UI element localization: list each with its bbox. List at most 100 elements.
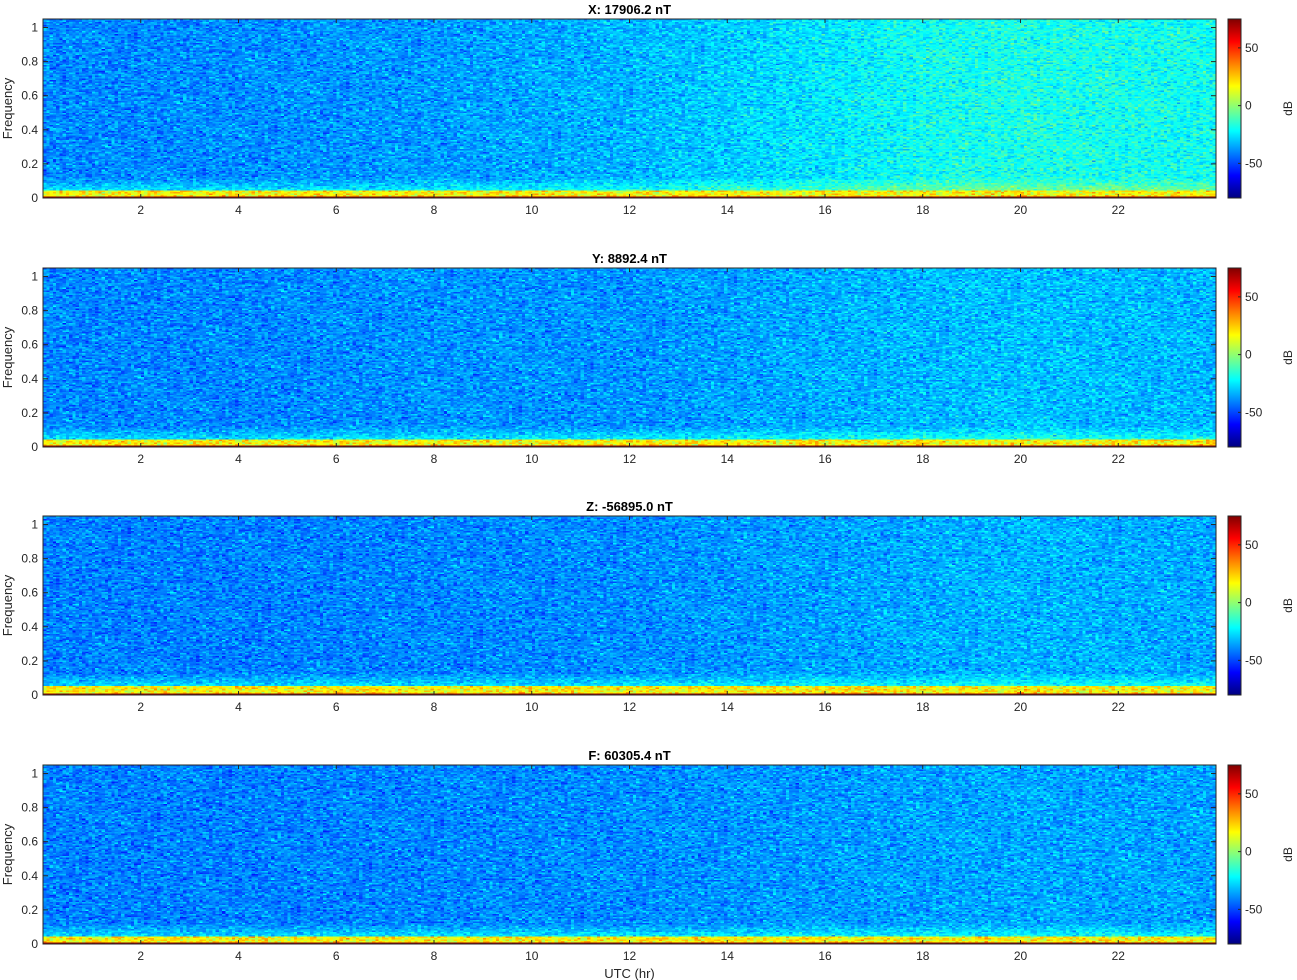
y-tick-label: 0.8 [21,55,38,69]
colorbar-label: dB [1281,350,1295,365]
y-tick-label: 0.4 [21,869,38,883]
x-tick-label: 4 [235,203,242,217]
x-tick-label: 20 [1014,949,1028,963]
x-tick-label: 18 [916,452,930,466]
x-tick-label: 20 [1014,700,1028,714]
colorbar [1227,267,1242,448]
panel-3: 2 4 6 8 10 12 14 16 18 20 22 0 0.2 0.4 0.6 0.8 1 F: 60305… [0,748,1295,980]
x-tick-label: 20 [1014,452,1028,466]
colorbar-tick-label: 50 [1245,41,1259,55]
x-tick-label: 6 [333,203,340,217]
colorbar-tick-label: -50 [1245,902,1263,916]
x-tick-label: 8 [431,700,438,714]
y-tick-label: 0.2 [21,903,38,917]
x-axis-label: UTC (hr) [604,966,655,980]
y-tick-label: 0.2 [21,157,38,171]
x-tick-label: 10 [525,452,539,466]
colorbar-tick-label: 0 [1245,348,1252,362]
y-tick-label: 0 [31,191,38,205]
x-tick-label: 12 [623,700,637,714]
colorbar-tick-label: 0 [1245,845,1252,859]
x-tick-label: 2 [137,452,144,466]
y-tick-label: 0 [31,937,38,951]
x-tick-label: 10 [525,700,539,714]
x-tick-label: 20 [1014,203,1028,217]
spectrogram-heatmap [43,19,1216,198]
x-tick-label: 12 [623,452,637,466]
x-tick-label: 18 [916,949,930,963]
panel-1: 2 4 6 8 10 12 14 16 18 20 22 0 0.2 0.4 0.6 0.8 1 Y: 8892.… [0,251,1295,466]
x-tick-label: 2 [137,949,144,963]
x-tick-label: 10 [525,949,539,963]
colorbar-tick-label: -50 [1245,653,1263,667]
y-axis-label: Frequency [0,77,15,139]
x-tick-label: 6 [333,949,340,963]
colorbar [1227,515,1242,696]
y-tick-label: 0.4 [21,372,38,386]
x-tick-label: 14 [721,700,735,714]
x-tick-label: 14 [721,452,735,466]
colorbar-tick-label: -50 [1245,156,1263,170]
panel-title: Y: 8892.4 nT [592,251,667,266]
y-tick-label: 0.4 [21,620,38,634]
x-tick-label: 22 [1112,700,1126,714]
y-tick-label: 1 [31,270,38,284]
colorbar-tick-label: 50 [1245,787,1259,801]
colorbar-tick-label: 0 [1245,596,1252,610]
x-tick-label: 18 [916,203,930,217]
colorbar-tick-label: 0 [1245,99,1252,113]
x-tick-label: 6 [333,700,340,714]
y-tick-label: 0.2 [21,654,38,668]
x-tick-label: 12 [623,949,637,963]
y-tick-label: 0.8 [21,304,38,318]
x-tick-label: 4 [235,700,242,714]
panel-title: X: 17906.2 nT [588,2,671,17]
x-tick-label: 12 [623,203,637,217]
panel-title: Z: -56895.0 nT [586,499,673,514]
x-tick-label: 6 [333,452,340,466]
x-tick-label: 18 [916,700,930,714]
x-tick-label: 16 [818,700,832,714]
x-tick-label: 14 [721,949,735,963]
panel-0: 2 4 6 8 10 12 14 16 18 20 22 0 0.2 0.4 0.6 0.8 1 X: 17906… [0,2,1295,217]
y-tick-label: 0.4 [21,123,38,137]
y-tick-label: 0.2 [21,406,38,420]
panel-title: F: 60305.4 nT [588,748,670,763]
x-tick-label: 8 [431,949,438,963]
colorbar-tick-label: 50 [1245,538,1259,552]
x-tick-label: 2 [137,203,144,217]
x-tick-label: 14 [721,203,735,217]
y-axis-label: Frequency [0,574,15,636]
y-tick-label: 1 [31,21,38,35]
y-tick-label: 1 [31,767,38,781]
spectrogram-heatmap [43,765,1216,944]
y-axis-label: Frequency [0,326,15,388]
colorbar-label: dB [1281,598,1295,613]
y-tick-label: 0.8 [21,801,38,815]
x-tick-label: 2 [137,700,144,714]
x-tick-label: 10 [525,203,539,217]
colorbar-label: dB [1281,847,1295,862]
y-tick-label: 0.6 [21,586,38,600]
x-tick-label: 16 [818,949,832,963]
x-tick-label: 22 [1112,203,1126,217]
y-axis-label: Frequency [0,823,15,885]
colorbar-label: dB [1281,101,1295,116]
x-tick-label: 8 [431,452,438,466]
x-tick-label: 16 [818,452,832,466]
x-tick-label: 8 [431,203,438,217]
colorbar-tick-label: -50 [1245,405,1263,419]
panel-2: 2 4 6 8 10 12 14 16 18 20 22 0 0.2 0.4 0.6 0.8 1 Z: -5689… [0,499,1295,714]
y-tick-label: 1 [31,518,38,532]
y-tick-label: 0.6 [21,835,38,849]
x-tick-label: 4 [235,949,242,963]
colorbar-tick-label: 50 [1245,290,1259,304]
x-tick-label: 22 [1112,452,1126,466]
colorbar [1227,764,1242,945]
x-tick-label: 22 [1112,949,1126,963]
y-tick-label: 0 [31,688,38,702]
spectrogram-heatmap [43,268,1216,447]
y-tick-label: 0.8 [21,552,38,566]
colorbar [1227,18,1242,199]
